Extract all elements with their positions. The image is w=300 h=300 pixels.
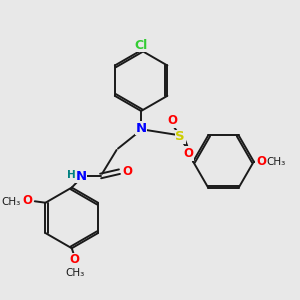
Text: H: H	[67, 169, 76, 180]
Text: O: O	[256, 155, 266, 168]
Text: CH₃: CH₃	[266, 158, 285, 167]
Text: N: N	[136, 122, 147, 135]
Text: O: O	[22, 194, 32, 207]
Text: Cl: Cl	[134, 39, 148, 52]
Text: O: O	[122, 165, 132, 178]
Text: N: N	[75, 169, 87, 182]
Text: S: S	[175, 130, 185, 143]
Text: O: O	[167, 114, 177, 127]
Text: O: O	[183, 147, 193, 160]
Text: O: O	[70, 253, 80, 266]
Text: CH₃: CH₃	[65, 268, 84, 278]
Text: CH₃: CH₃	[1, 197, 20, 207]
